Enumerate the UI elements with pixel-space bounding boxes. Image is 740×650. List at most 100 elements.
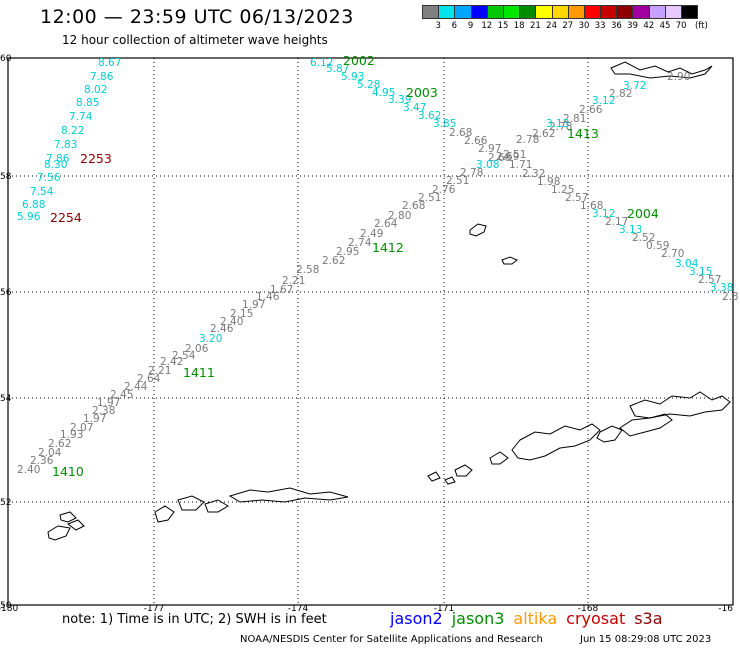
swh-value-label: 3.20 — [199, 333, 222, 345]
page-title: 12:00 — 23:59 UTC 06/13/2023 — [40, 6, 354, 28]
colorbar-tick-label: 33 — [594, 21, 606, 31]
pass-number-label: 2002 — [343, 53, 375, 68]
swh-value-label: 3.08 — [476, 159, 499, 171]
swh-value-label: 2.90 — [667, 71, 690, 83]
swh-value-label: 2.17 — [605, 216, 628, 228]
swh-value-label: 7.83 — [54, 139, 77, 151]
swh-value-label: 2.76 — [432, 184, 456, 196]
island-shape — [511, 423, 601, 461]
swh-value-label: 5.87 — [326, 63, 349, 75]
swh-value-label: 3.04 — [675, 258, 699, 270]
swh-value-label: 2.40 — [17, 464, 40, 476]
swh-value-label: 6.88 — [22, 199, 45, 211]
island-shape — [501, 256, 518, 265]
pass-number-label: 2254 — [50, 210, 82, 225]
page-subtitle: 12 hour collection of altimeter wave hei… — [62, 33, 328, 47]
swh-value-label: 8.85 — [76, 97, 99, 109]
swh-value-label: 2.62 — [532, 128, 555, 140]
island-shape — [610, 61, 713, 79]
swh-value-label: 1.25 — [551, 184, 574, 196]
swh-value-label: 1.46 — [256, 291, 280, 303]
colorbar-tick-label: 12 — [481, 21, 493, 31]
swh-value-label: 8.30 — [44, 159, 67, 171]
swh-value-label: 3.62 — [418, 110, 441, 122]
swh-value-label: 4.95 — [372, 87, 395, 99]
colorbar-tick-label: 21 — [529, 21, 541, 31]
colorbar-tick-label: 70 — [675, 21, 687, 31]
swh-value-label: 2.52 — [632, 232, 655, 244]
longitude-label: -16 — [718, 604, 733, 614]
swh-value-label: 1.67 — [270, 284, 293, 296]
pass-number-label: 1413 — [567, 126, 599, 141]
pass-number-label: 1411 — [183, 365, 215, 380]
swh-labels: 8.677.868.028.857.748.227.837.868.307.56… — [0, 0, 739, 476]
swh-value-label: 1.98 — [537, 176, 560, 188]
swh-value-label: 2.36 — [30, 455, 54, 467]
swh-value-label: 2.57 — [565, 192, 588, 204]
pass-number-label: 1412 — [372, 240, 404, 255]
swh-value-label: 2.64 — [137, 373, 161, 385]
swh-value-label: 5.28 — [357, 79, 380, 91]
swh-value-label: 1.97 — [242, 299, 265, 311]
swh-value-label: 2.78 — [516, 134, 539, 146]
colorbar-tick-label: 39 — [627, 21, 639, 31]
swh-value-label: 3.12 — [592, 95, 615, 107]
swh-value-label: 1.93 — [60, 429, 83, 441]
timestamp: Jun 15 08:29:08 UTC 2023 — [580, 634, 712, 645]
swh-value-label: 2.66 — [579, 104, 603, 116]
colorbar-tick-label: 27 — [562, 21, 574, 31]
colorbar-tick-label: 6 — [451, 21, 458, 31]
swh-value-label: 2.06 — [185, 343, 209, 355]
swh-value-label: 2.45 — [110, 389, 133, 401]
swh-value-label: 3.72 — [623, 80, 646, 92]
satellite-legend: jason2 jason3 altika cryosat s3a — [390, 609, 672, 628]
swh-value-label: 3.38 — [710, 282, 733, 294]
colorbar-tick-label: 42 — [643, 21, 655, 31]
swh-value-label: 7.86 — [90, 71, 114, 83]
swh-value-label: 8.67 — [98, 57, 121, 69]
colorbar-tick-label: 30 — [578, 21, 590, 31]
swh-value-label: 3.15 — [689, 266, 712, 278]
map-frame — [7, 57, 734, 606]
latitude-label: 54 — [0, 394, 12, 404]
colorbar-tick-label: 24 — [546, 21, 558, 31]
swh-value-label: 5.93 — [341, 71, 364, 83]
swh-value-label: 2.51 — [503, 149, 526, 161]
island-shape — [228, 487, 349, 503]
swh-value-label: 2.42 — [160, 356, 183, 368]
swh-value-label: 8.22 — [61, 125, 84, 137]
swh-value-label: 2.97 — [478, 143, 501, 155]
latitude-label: 58 — [0, 172, 12, 182]
swh-value-label: 3.13 — [619, 224, 642, 236]
pass-number-label: 1410 — [52, 464, 84, 479]
colorbar-tick-label: 36 — [610, 21, 622, 31]
swh-value-label: 2.32 — [522, 168, 545, 180]
longitude-label: -171 — [434, 604, 454, 614]
swh-value-label: 1.71 — [509, 159, 532, 171]
swh-value-label: 2.78 — [549, 121, 572, 133]
longitude-label: -168 — [578, 604, 599, 614]
colorbar-labels: 3 6 9 12 15 18 21 24 27 30 33 36 39 42 45 70 (ft) — [422, 21, 740, 33]
colorbar-tick-label: 18 — [513, 21, 525, 31]
island-shape — [444, 476, 456, 485]
swh-value-label: 2.78 — [460, 167, 483, 179]
longitude-label: -174 — [288, 604, 309, 614]
pass-number-label: 2004 — [627, 206, 659, 221]
coastline — [47, 61, 731, 541]
island-shape — [204, 499, 229, 513]
swh-value-label: 2.68 — [488, 152, 511, 164]
colorbar-tick-label: 45 — [659, 21, 671, 31]
swh-value-label: 0.59 — [0, 0, 23, 3]
swh-value-label: 1.97 — [83, 413, 106, 425]
swh-value-label: 2.69 — [496, 151, 519, 163]
longitude-label: -180 — [0, 604, 18, 614]
swh-value-label: 3.12 — [592, 208, 615, 220]
island-shape — [154, 505, 175, 523]
swh-value-label: 2.3 — [722, 291, 739, 303]
swh-value-label: 2.80 — [388, 210, 411, 222]
pass-number-label: 2253 — [80, 151, 112, 166]
swh-value-label: 2.74 — [348, 237, 372, 249]
swh-value-label: 2.44 — [124, 381, 148, 393]
pass-labels: 2002 2003 1413 2004 1412 1411 1410 2253 2254 — [50, 53, 659, 479]
pass-number-label: 2003 — [406, 85, 438, 100]
